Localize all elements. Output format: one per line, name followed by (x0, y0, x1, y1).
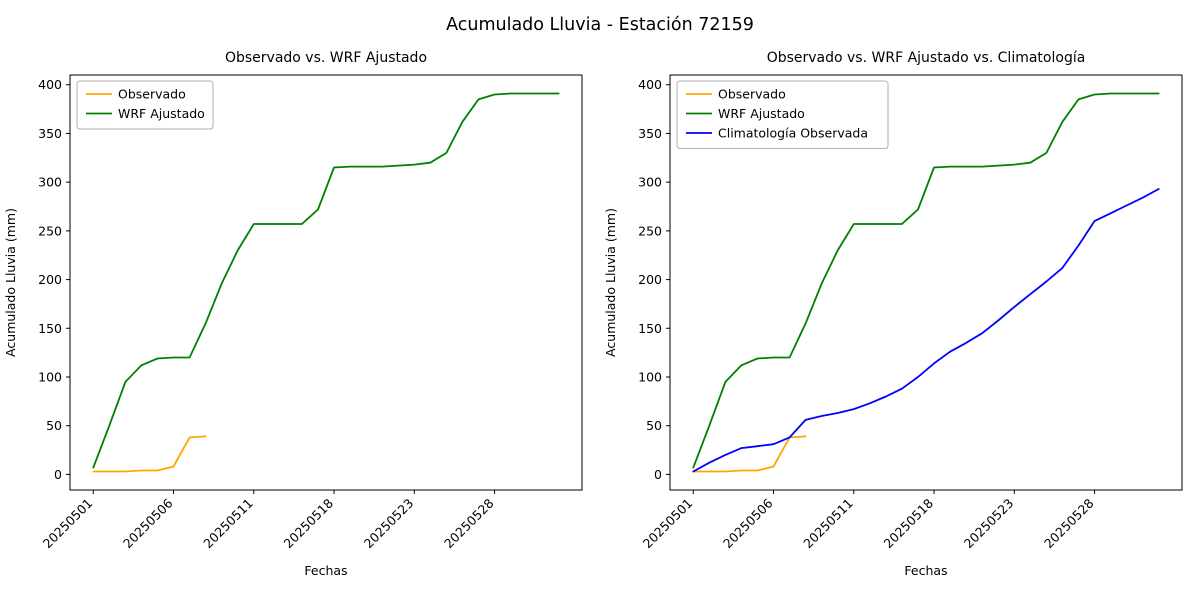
x-tick-label: 20250511 (200, 496, 256, 552)
x-tick-label: 20250501 (640, 496, 696, 552)
y-tick-label: 0 (654, 467, 662, 482)
y-tick-label: 250 (38, 223, 62, 238)
figure-title: Acumulado Lluvia - Estación 72159 (446, 15, 754, 35)
y-tick-label: 350 (638, 126, 662, 141)
legend-box (676, 80, 889, 149)
y-tick-label: 0 (54, 467, 62, 482)
x-axis-label: Fechas (904, 563, 947, 578)
legend: Observado WRF Ajustado (76, 80, 214, 130)
legend-label: WRF Ajustado (718, 106, 805, 121)
chart-canvas: Observado vs. WRF Ajustado vs. Climatolo… (603, 50, 1183, 578)
x-tick-label: 20250511 (800, 496, 856, 552)
subplot-title: Observado vs. WRF Ajustado (225, 50, 427, 66)
x-tick-label: 20250523 (361, 496, 417, 552)
y-tick-label: 200 (38, 272, 62, 287)
y-tick-label: 250 (638, 223, 662, 238)
y-tick-label: 200 (638, 272, 662, 287)
x-tick-label: 20250518 (281, 495, 337, 551)
series-line-wrf-ajustado (692, 92, 1160, 469)
y-tick-label: 300 (638, 175, 662, 190)
x-axis-label: Fechas (304, 563, 347, 578)
y-tick-label: 350 (38, 126, 62, 141)
y-tick-label: 400 (38, 77, 62, 92)
legend-label: WRF Ajustado (118, 106, 205, 121)
chart-canvas: Observado vs. WRF Ajustado 0 50 100 150 200 25… (3, 50, 583, 578)
axes-frame (69, 74, 583, 491)
y-tick-label: 150 (38, 321, 62, 336)
y-axis-label: Acumulado Lluvia (mm) (603, 208, 618, 357)
x-tick-label: 20250506 (120, 495, 176, 551)
y-tick-label: 100 (38, 369, 62, 384)
x-tick-label: 20250501 (40, 496, 96, 552)
y-tick-label: 50 (46, 418, 62, 433)
series-line-observado (92, 435, 207, 473)
y-tick-label: 300 (38, 175, 62, 190)
charts-row: Observado vs. WRF Ajustado 0 50 100 150 200 25… (0, 40, 1200, 596)
y-tick-label: 150 (638, 321, 662, 336)
legend: Observado WRF Ajustado Climatología Observ… (676, 80, 889, 149)
x-tick-label: 20250518 (881, 495, 937, 551)
legend-label: Observado (718, 86, 786, 101)
legend-label: Climatología Observada (718, 125, 868, 140)
x-tick-label: 20250506 (720, 495, 776, 551)
series-line-observado (692, 435, 807, 473)
y-tick-label: 400 (638, 77, 662, 92)
x-tick-label: 20250528 (441, 495, 497, 551)
y-axis-label: Acumulado Lluvia (mm) (3, 208, 18, 357)
series-line-climatolog-a-observada (692, 188, 1160, 473)
y-tick-label: 50 (646, 418, 662, 433)
chart-observado-vs-wrf-vs-climatologia: Observado vs. WRF Ajustado vs. Climatolo… (600, 40, 1200, 596)
x-tick-label: 20250528 (1041, 495, 1097, 551)
y-tick-label: 100 (638, 369, 662, 384)
axes-frame (669, 74, 1183, 491)
series-line-wrf-ajustado (92, 92, 560, 469)
chart-observado-vs-wrf: Observado vs. WRF Ajustado 0 50 100 150 200 25… (0, 40, 600, 596)
legend-box (76, 80, 214, 130)
legend-label: Observado (118, 86, 186, 101)
x-tick-label: 20250523 (961, 496, 1017, 552)
subplot-title: Observado vs. WRF Ajustado vs. Climatolo… (767, 50, 1086, 66)
